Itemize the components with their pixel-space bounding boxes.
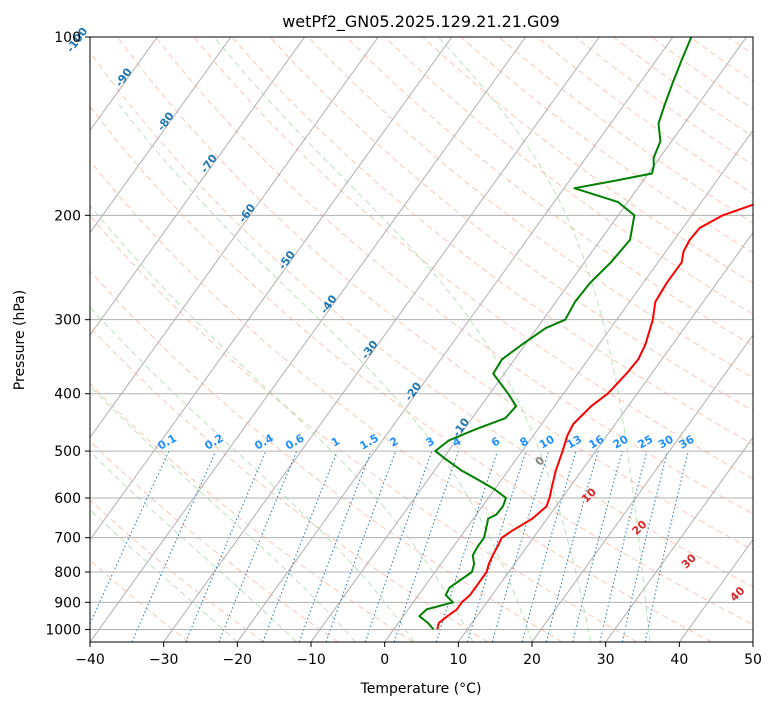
y-tick-label: 100 bbox=[54, 30, 81, 46]
dry-adiabat bbox=[155, 37, 753, 515]
x-tick-label: 20 bbox=[523, 652, 541, 668]
x-tick-label: 50 bbox=[744, 652, 762, 668]
dry-adiabat bbox=[90, 326, 488, 642]
isotherm-line bbox=[236, 37, 674, 642]
dry-adiabat bbox=[90, 214, 638, 642]
y-tick-label: 1000 bbox=[45, 622, 81, 638]
isotherm-line bbox=[531, 334, 753, 642]
isotherm-line bbox=[90, 37, 527, 642]
dry-adiabat bbox=[231, 37, 753, 445]
dry-adiabat bbox=[422, 37, 753, 284]
x-axis-label: Temperature (°C) bbox=[360, 681, 482, 697]
dry-adiabat bbox=[90, 105, 753, 626]
isotherm-line bbox=[457, 231, 753, 642]
x-tick-label: 40 bbox=[670, 652, 688, 668]
mixing-ratio-line bbox=[545, 450, 599, 642]
y-tick-label: 300 bbox=[54, 313, 81, 329]
dewpoint-line bbox=[418, 37, 693, 631]
mixing-ratio-line bbox=[298, 450, 372, 642]
dry-adiabat bbox=[384, 37, 753, 315]
temperature-line bbox=[436, 203, 753, 630]
dry-adiabat bbox=[193, 37, 753, 480]
dry-adiabat bbox=[90, 270, 563, 642]
y-tick-label: 500 bbox=[54, 444, 81, 460]
mixing-ratio-line bbox=[491, 450, 550, 642]
isotherm-line bbox=[90, 37, 453, 541]
mixing-ratio-line bbox=[467, 450, 527, 642]
x-axis-ticks: −40 −30 −20 −10 0 10 20 30 40 50 bbox=[75, 642, 762, 668]
moist-adiabat bbox=[90, 385, 356, 642]
mixing-ratio-line bbox=[131, 450, 217, 642]
y-tick-label: 900 bbox=[54, 595, 81, 611]
chart-title: wetPf2_GN05.2025.129.21.21.G09 bbox=[282, 12, 560, 32]
y-tick-label: 200 bbox=[54, 208, 81, 224]
mixing-ratio-line bbox=[644, 450, 689, 642]
mixing-ratio-line bbox=[621, 450, 669, 642]
profile-series bbox=[418, 37, 753, 631]
x-tick-label: −40 bbox=[75, 652, 105, 668]
moist-adiabat bbox=[213, 37, 592, 642]
isotherm-line bbox=[90, 37, 379, 439]
isotherm-line bbox=[90, 37, 306, 336]
x-tick-label: 30 bbox=[597, 652, 615, 668]
isotherm-line bbox=[90, 37, 232, 234]
mixing-ratio-line bbox=[572, 450, 623, 642]
y-axis-label: Pressure (hPa) bbox=[12, 290, 28, 390]
dry-adiabat bbox=[269, 37, 753, 412]
moist-adiabat bbox=[90, 509, 238, 642]
y-tick-label: 600 bbox=[54, 491, 81, 507]
x-tick-label: 0 bbox=[380, 652, 389, 668]
mixing-ratio-line bbox=[393, 450, 460, 642]
x-tick-label: −20 bbox=[223, 652, 253, 668]
pressure-gridlines bbox=[90, 37, 753, 630]
moist-adiabat bbox=[437, 37, 651, 642]
mixing-ratio-line bbox=[325, 450, 397, 642]
x-tick-label: −10 bbox=[296, 652, 326, 668]
mixing-ratio-line bbox=[185, 450, 267, 642]
y-tick-label: 700 bbox=[54, 531, 81, 547]
dry-adiabat bbox=[90, 160, 712, 642]
mixing-ratio-line bbox=[521, 450, 577, 642]
isotherm-line bbox=[678, 538, 753, 642]
x-tick-label: −30 bbox=[149, 652, 179, 668]
y-axis-ticks: 1000 900 800 700 600 500 400 300 200 100 bbox=[45, 30, 90, 638]
x-tick-label: 10 bbox=[449, 652, 467, 668]
isotherm-line bbox=[163, 37, 600, 642]
isotherm-line bbox=[384, 129, 753, 642]
mixing-ratio-line bbox=[599, 450, 648, 642]
plot-frame bbox=[89, 36, 754, 643]
dry-adiabat bbox=[90, 499, 264, 642]
moist-adiabat bbox=[90, 450, 297, 642]
y-tick-label: 400 bbox=[54, 387, 81, 403]
y-tick-label: 800 bbox=[54, 565, 81, 581]
mixing-ratio-line bbox=[262, 450, 338, 642]
dry-adiabat bbox=[90, 51, 753, 588]
moist-adiabat bbox=[90, 306, 415, 642]
mixing-ratio-line bbox=[364, 450, 433, 642]
mixing-ratio-line bbox=[218, 450, 298, 642]
isotherm-line bbox=[605, 436, 753, 642]
moist-adiabat bbox=[118, 104, 533, 642]
